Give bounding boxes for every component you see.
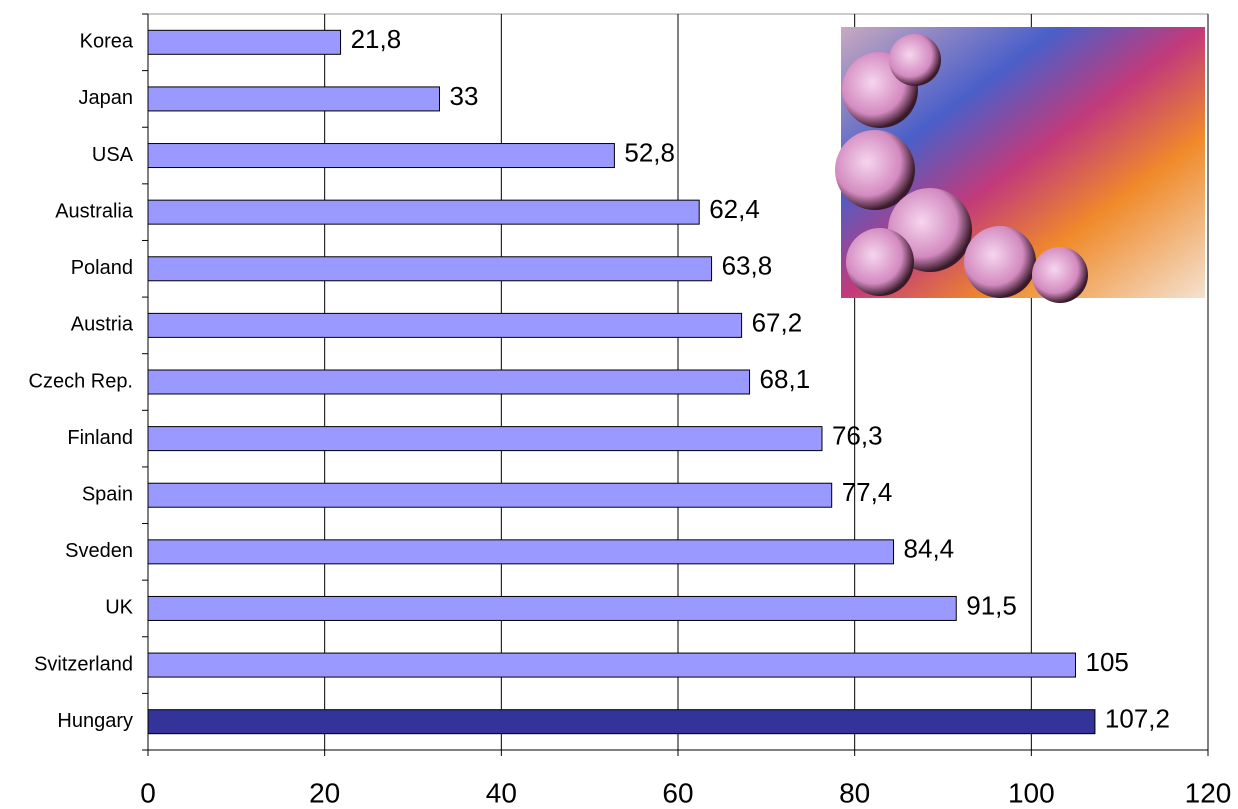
x-tick-label: 100: [1008, 777, 1055, 808]
bar: [147, 86, 440, 112]
x-tick-label: 0: [140, 777, 156, 808]
value-label: 21,8: [351, 24, 402, 54]
y-tick-label: Sveden: [65, 540, 133, 562]
value-label: 91,5: [966, 590, 1017, 620]
value-label: 77,4: [842, 477, 893, 507]
bar: [147, 143, 615, 169]
value-label: 62,4: [709, 194, 760, 224]
x-tick-label: 20: [309, 777, 340, 808]
value-label: 76,3: [832, 420, 883, 450]
y-tick-label: Hungary: [57, 710, 133, 732]
value-label: 84,4: [904, 534, 955, 564]
y-tick-label: Finland: [67, 427, 133, 449]
y-tick-label: UK: [105, 597, 133, 619]
bar: [147, 539, 895, 565]
bar: [147, 256, 713, 282]
value-label: 67,2: [752, 307, 803, 337]
y-tick-label: Poland: [71, 257, 133, 279]
x-tick-label: 120: [1185, 777, 1232, 808]
y-tick-label: Spain: [82, 484, 133, 506]
bar: [147, 369, 751, 395]
bar: [147, 199, 700, 225]
bar: [147, 312, 743, 338]
value-label: 33: [450, 81, 479, 111]
value-label: 63,8: [722, 251, 773, 281]
y-tick-label: Australia: [55, 200, 134, 222]
y-tick-label: Korea: [80, 31, 134, 53]
bar: [147, 29, 342, 55]
y-tick-label: Austria: [71, 314, 134, 336]
x-tick-label: 60: [662, 777, 693, 808]
bar: [147, 595, 957, 621]
bar: [147, 426, 823, 452]
bar: [147, 709, 1096, 735]
x-tick-label: 80: [839, 777, 870, 808]
value-label: 105: [1086, 647, 1129, 677]
value-label: 68,1: [760, 364, 811, 394]
value-label: 52,8: [624, 137, 675, 167]
y-tick-label: Japan: [79, 87, 134, 109]
y-tick-label: Czech Rep.: [29, 370, 134, 392]
x-tick-label: 40: [486, 777, 517, 808]
bar: [147, 482, 833, 508]
photo-inset: [835, 27, 1205, 303]
y-tick-label: USA: [92, 144, 134, 166]
bar: [147, 652, 1076, 678]
y-tick-label: Svitzerland: [34, 653, 133, 675]
value-label: 107,2: [1105, 704, 1170, 734]
